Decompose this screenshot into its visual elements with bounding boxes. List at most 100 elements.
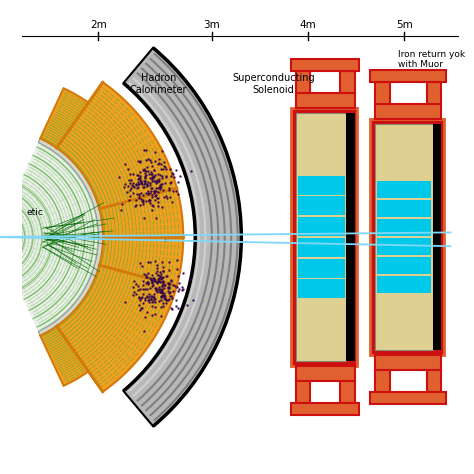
Point <box>148 282 155 290</box>
Point <box>144 279 152 287</box>
Point <box>162 172 170 179</box>
Point <box>157 183 165 191</box>
Point <box>159 280 166 288</box>
Point <box>151 172 159 179</box>
Point <box>133 190 141 197</box>
Point <box>137 178 145 186</box>
Point <box>156 183 164 191</box>
Point <box>159 273 166 281</box>
Bar <box>291 59 359 71</box>
Point <box>164 283 172 291</box>
Point <box>174 272 182 280</box>
Point <box>168 169 176 177</box>
Point <box>167 276 175 283</box>
Point <box>165 283 173 291</box>
Point <box>138 180 146 188</box>
Point <box>139 293 146 301</box>
Point <box>156 268 164 276</box>
Point <box>156 285 164 292</box>
Point <box>159 267 167 275</box>
Bar <box>433 124 441 350</box>
Point <box>160 284 167 292</box>
Point <box>140 146 148 154</box>
Point <box>145 190 152 197</box>
Point <box>154 264 161 272</box>
Point <box>159 267 167 274</box>
Point <box>157 271 164 278</box>
Point <box>152 310 159 318</box>
Point <box>136 301 143 309</box>
Point <box>128 176 135 184</box>
Point <box>164 194 171 202</box>
Bar <box>298 217 345 236</box>
Point <box>169 187 176 195</box>
Bar <box>370 392 446 404</box>
Point <box>135 293 143 301</box>
Point <box>158 289 166 296</box>
Polygon shape <box>40 326 88 386</box>
Point <box>176 172 184 180</box>
Point <box>126 176 133 183</box>
Point <box>167 178 175 186</box>
Point <box>158 285 166 293</box>
Point <box>168 305 175 313</box>
Text: 5m: 5m <box>396 20 413 30</box>
Point <box>159 292 167 299</box>
Point <box>150 187 157 194</box>
Point <box>148 278 155 285</box>
Text: 4m: 4m <box>300 20 317 30</box>
Text: Hadron
Calorimeter: Hadron Calorimeter <box>129 73 187 94</box>
Point <box>155 198 162 206</box>
Point <box>144 258 152 266</box>
Point <box>148 201 156 209</box>
Bar <box>377 238 431 255</box>
Point <box>160 291 167 299</box>
Point <box>159 300 167 307</box>
Point <box>143 278 150 286</box>
Point <box>179 286 187 293</box>
Point <box>156 278 164 285</box>
Bar <box>298 238 345 257</box>
Point <box>143 308 151 316</box>
Point <box>163 165 170 173</box>
Point <box>154 262 161 269</box>
Point <box>167 292 174 300</box>
Point <box>135 171 142 179</box>
Bar <box>375 355 441 370</box>
Point <box>127 170 134 178</box>
Point <box>137 195 145 203</box>
Point <box>138 197 146 205</box>
Point <box>144 190 152 197</box>
Point <box>160 292 167 300</box>
Point <box>148 271 156 279</box>
Point <box>143 181 151 189</box>
Point <box>148 162 155 170</box>
Point <box>155 285 162 293</box>
Point <box>118 207 125 214</box>
Point <box>155 297 163 305</box>
Point <box>161 179 168 187</box>
Point <box>144 187 152 194</box>
Point <box>141 174 149 182</box>
Point <box>179 269 186 277</box>
Point <box>144 273 151 281</box>
Point <box>141 313 148 321</box>
Point <box>151 274 158 282</box>
Point <box>145 197 153 205</box>
Point <box>156 182 164 189</box>
Point <box>148 184 156 192</box>
Point <box>173 256 181 264</box>
Bar <box>370 70 446 82</box>
Point <box>155 194 162 201</box>
Bar <box>375 82 390 104</box>
Point <box>163 297 170 304</box>
Point <box>155 183 163 191</box>
Point <box>144 278 152 285</box>
Point <box>135 194 142 202</box>
Point <box>140 328 148 335</box>
Point <box>174 190 182 198</box>
Point <box>165 186 173 194</box>
Point <box>148 194 156 201</box>
Bar <box>375 104 441 119</box>
Point <box>179 283 186 291</box>
